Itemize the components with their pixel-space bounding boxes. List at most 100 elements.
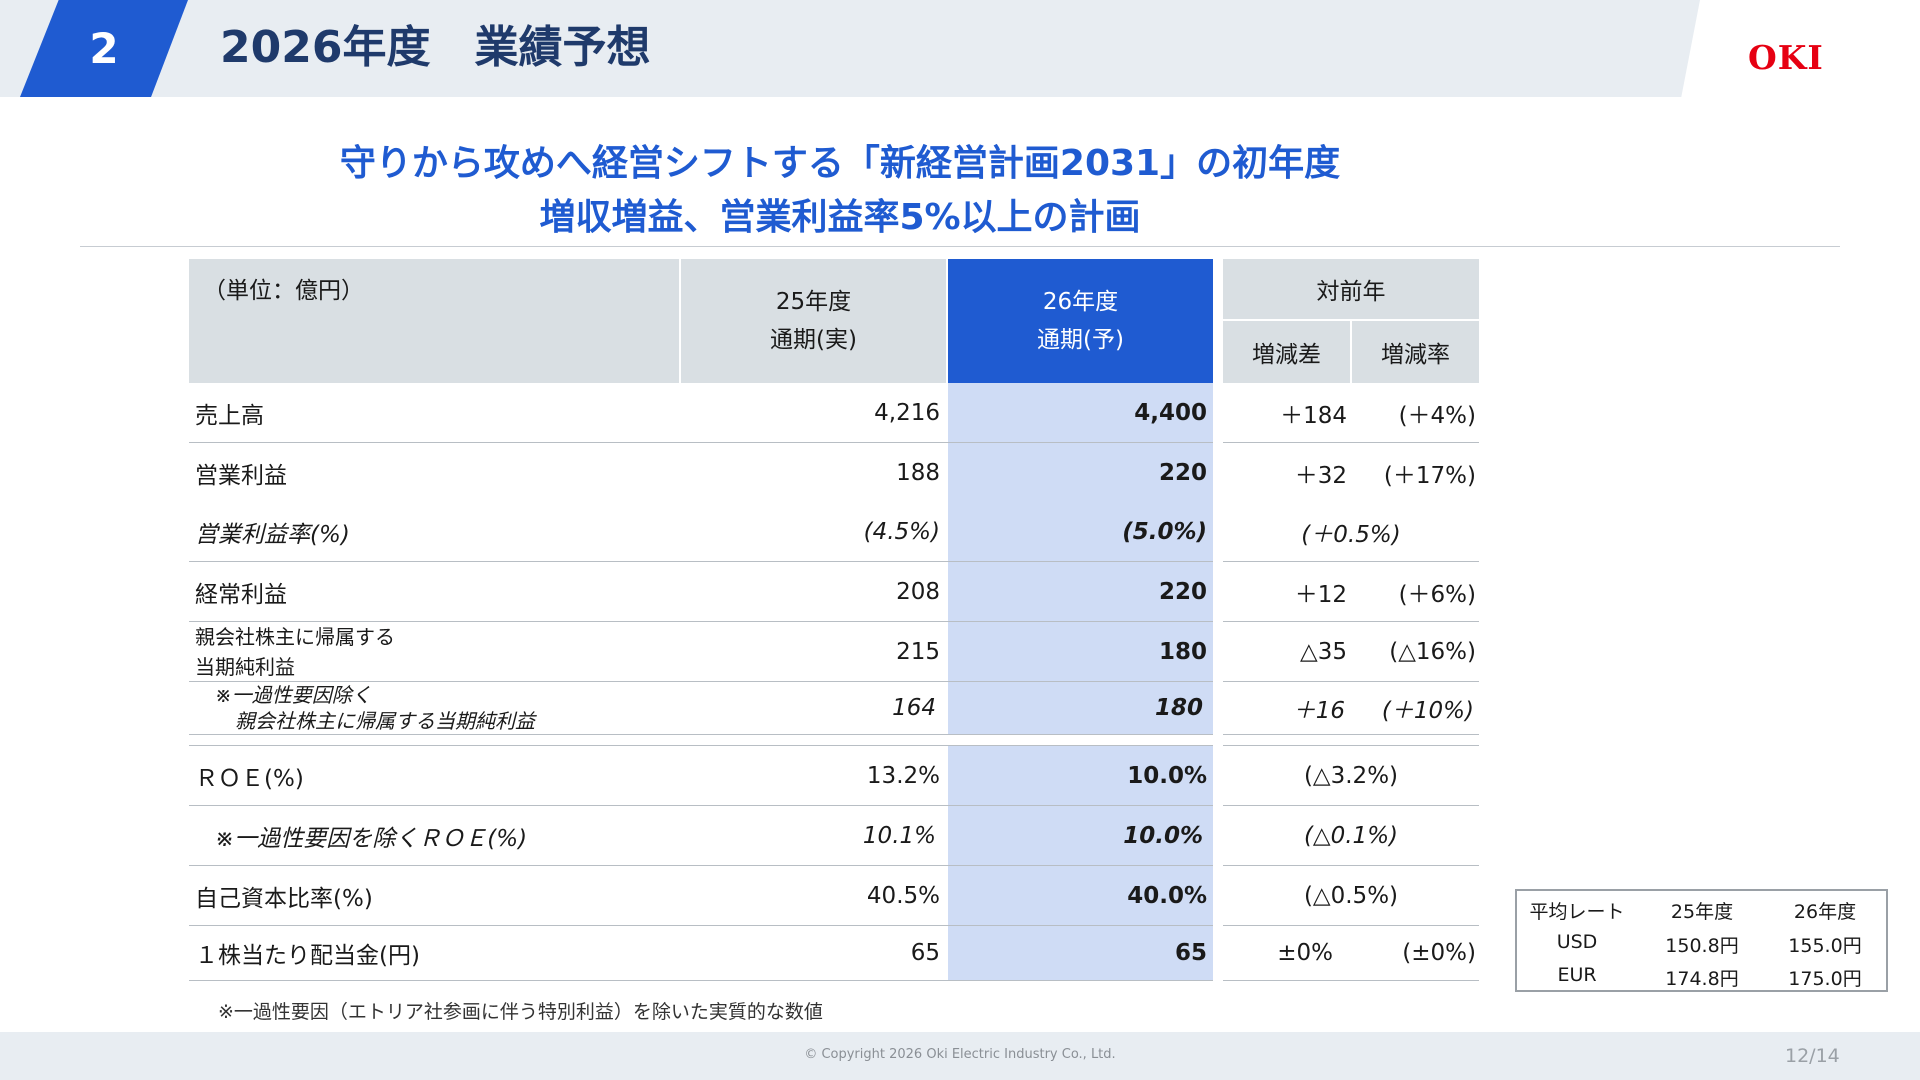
- header-band: [0, 0, 1700, 97]
- row-divider: [1223, 734, 1479, 735]
- table-row-label: 営業利益: [195, 462, 287, 489]
- row-divider: [1223, 865, 1479, 866]
- table-cell-fy26: 220: [1158, 578, 1207, 605]
- table-cell-fy25: 4,216: [874, 399, 940, 426]
- yoy-header: 対前年: [1316, 279, 1386, 305]
- rate-eur-fy25: 174.8円: [1665, 968, 1739, 990]
- row-divider: [1223, 561, 1479, 562]
- row-divider: [189, 621, 1213, 622]
- rate-eur-fy26: 175.0円: [1788, 968, 1862, 990]
- table-cell-rate: (＋17%): [1383, 462, 1476, 489]
- section-divider: [189, 745, 1213, 746]
- table-row-label: 親会社株主に帰属する 当期純利益: [195, 622, 675, 681]
- table-cell-fy25: 10.1%: [862, 822, 936, 849]
- unit-label: （単位：億円）: [203, 278, 364, 304]
- table-row-label: ※一過性要因除く 親会社株主に帰属する当期純利益: [195, 682, 675, 734]
- rate-currency-usd: USD: [1556, 931, 1598, 953]
- page-title: 2026年度 業績予想: [220, 22, 651, 73]
- table-cell-fy26: 220: [1158, 459, 1207, 486]
- table-cell-rate: (＋6%): [1398, 581, 1476, 608]
- row-label-line2: 当期純利益: [195, 654, 295, 679]
- headline-line1: 守りから攻めへ経営シフトする「新経営計画2031」の初年度: [339, 143, 1341, 184]
- rate-header: 増減率: [1381, 342, 1450, 368]
- fy25-header-line2: 通期(実): [770, 327, 857, 353]
- table-cell-fy25: 215: [896, 638, 940, 665]
- table-row-label: １株当たり配当金(円): [195, 943, 420, 969]
- row-divider: [189, 561, 1213, 562]
- table-cell-fy25: 208: [896, 578, 940, 605]
- rate-usd-fy25: 150.8円: [1665, 935, 1739, 957]
- table-cell-fy26: 4,400: [1134, 399, 1207, 426]
- row-divider: [1223, 442, 1479, 443]
- table-cell-diff: ＋12: [1294, 581, 1347, 608]
- row-divider: [1223, 980, 1479, 981]
- table-cell-rate: (＋4%): [1398, 402, 1476, 429]
- fy26-header-line1: 26年度: [1042, 289, 1119, 315]
- rate-header-fy25: 25年度: [1670, 901, 1734, 923]
- table-cell-rate: (△16%): [1389, 638, 1476, 665]
- rate-header-cell: 増減率: [1352, 321, 1479, 383]
- table-cell-fy26: 65: [1174, 940, 1207, 966]
- table-cell-diff: △35: [1300, 638, 1347, 665]
- exchange-rate-box: 平均レート 25年度 26年度 USD 150.8円 155.0円 EUR 17…: [1515, 889, 1888, 992]
- table-row-label: 売上高: [195, 402, 264, 429]
- fy26-column-highlight-lower: [948, 745, 1213, 980]
- row-divider: [189, 442, 1213, 443]
- row-divider: [189, 865, 1213, 866]
- table-cell-diff: ＋32: [1294, 462, 1347, 489]
- unit-header-cell: （単位：億円）: [189, 259, 679, 383]
- diff-header-cell: 増減差: [1223, 321, 1350, 383]
- footer-band: [0, 1032, 1920, 1080]
- row-divider: [1223, 925, 1479, 926]
- rate-header-label: 平均レート: [1529, 901, 1625, 923]
- section-number: 2: [89, 24, 119, 73]
- table-cell-diff: ＋16: [1292, 698, 1345, 724]
- row-divider: [189, 805, 1213, 806]
- fy26-header-line2: 通期(予): [1037, 327, 1124, 353]
- table-cell-fy26: (5.0%): [1122, 519, 1207, 545]
- table-cell-fy25: 40.5%: [866, 882, 940, 909]
- row-divider: [189, 980, 1213, 981]
- fy26-header-cell: 26年度 通期(予): [948, 259, 1213, 383]
- table-cell-yoy: (△3.2%): [1303, 762, 1399, 789]
- rate-currency-eur: EUR: [1557, 964, 1597, 986]
- table-cell-fy25: 65: [910, 940, 940, 966]
- row-divider: [189, 734, 1213, 735]
- row-label-line2: 親会社株主に帰属する当期純利益: [235, 709, 535, 733]
- table-cell-fy26: 180: [1158, 638, 1207, 665]
- table-row-label: ＲＯＥ(%): [195, 765, 304, 792]
- page-number: 12/14: [1785, 1045, 1840, 1067]
- row-divider: [1223, 681, 1479, 682]
- table-cell-fy26: 180: [1154, 695, 1203, 721]
- headline-line2: 増収増益、営業利益率5%以上の計画: [539, 197, 1141, 238]
- yoy-header-cell: 対前年: [1223, 259, 1479, 319]
- fy25-header-line1: 25年度: [775, 289, 852, 315]
- copyright: © Copyright 2026 Oki Electric Industry C…: [804, 1047, 1116, 1062]
- table-cell-fy25: (4.5%): [863, 519, 940, 545]
- fy26-column-highlight-upper: [948, 383, 1213, 734]
- table-cell-rate: (＋10%): [1381, 698, 1474, 724]
- row-divider: [1223, 805, 1479, 806]
- table-cell-fy26: 10.0%: [1127, 762, 1207, 789]
- row-label-line1: ※一過性要因除く: [215, 683, 372, 707]
- row-label-line1: 親会社株主に帰属する: [195, 624, 395, 649]
- table-row-label: ※一過性要因を除くＲＯＥ(%): [215, 825, 528, 852]
- table-cell-fy26: 40.0%: [1127, 882, 1207, 909]
- table-cell-yoy: (△0.1%): [1303, 822, 1399, 849]
- row-divider: [189, 681, 1213, 682]
- oki-logo: OKI: [1748, 38, 1824, 77]
- section-divider: [1223, 745, 1479, 746]
- table-cell-fy25: 188: [896, 459, 940, 486]
- rate-usd-fy26: 155.0円: [1788, 935, 1862, 957]
- table-cell-diff: ±0%: [1277, 940, 1333, 966]
- diff-header: 増減差: [1252, 342, 1321, 368]
- table-row-label: 経常利益: [195, 581, 287, 608]
- row-divider: [189, 925, 1213, 926]
- table-row-label: 自己資本比率(%): [195, 885, 373, 912]
- table-cell-yoy: (△0.5%): [1303, 882, 1399, 909]
- table-footnote: ※一過性要因（エトリア社参画に伴う特別利益）を除いた実質的な数値: [218, 1001, 823, 1023]
- table-row-label: 営業利益率(%): [195, 522, 350, 548]
- fy25-header-cell: 25年度 通期(実): [681, 259, 946, 383]
- table-cell-yoy: (＋0.5%): [1301, 522, 1401, 548]
- table-cell-fy25: 164: [892, 695, 936, 721]
